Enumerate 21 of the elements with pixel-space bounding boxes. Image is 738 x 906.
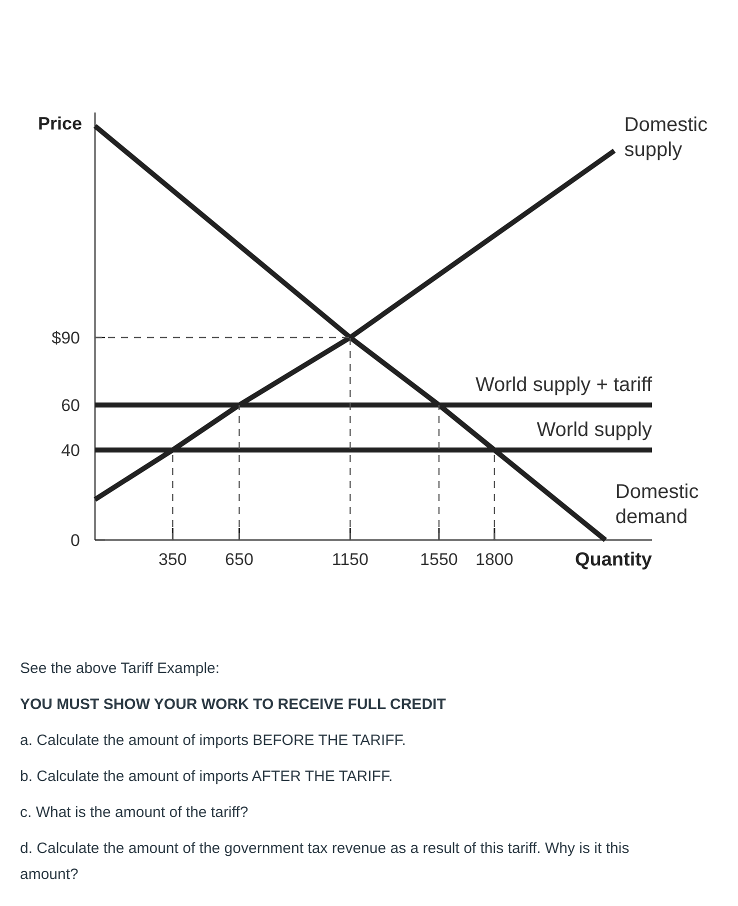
y-tick-label: 40 [61,440,80,460]
y-tick-label: $90 [52,328,80,348]
x-tick-label: 1150 [332,550,368,569]
text: c. What is the amount of the tariff? [20,803,250,823]
text: YOU MUST SHOW YOUR WORK TO RECEIVE FULL CREDIT [20,695,447,715]
x-tick-label: 650 [225,550,254,569]
text: d. Calculate the amount of the government tax revenue as a result of this tariff. Why is it this amount? [20,839,630,885]
y-axis-title: Price [38,113,82,134]
series-label: Domestic demand [615,481,699,528]
series-label: World supply [536,419,652,441]
x-tick-label: 1800 [476,550,514,569]
text: See the above Tariff Example: [20,659,221,679]
y-tick-label: 60 [61,396,80,415]
x-tick-label: 1550 [420,550,458,569]
y-tick-label: 0 [70,530,80,550]
text: b. Calculate the amount of imports AFTER THE TARIFF. [20,767,394,787]
series-label: World supply + tariff [475,374,652,396]
x-axis-title: Quantity [574,550,652,571]
x-tick-label: 350 [158,550,187,569]
text: a. Calculate the amount of imports BEFORE THE TARIFF. [20,731,407,751]
series-label: Domestic supply [624,114,708,161]
